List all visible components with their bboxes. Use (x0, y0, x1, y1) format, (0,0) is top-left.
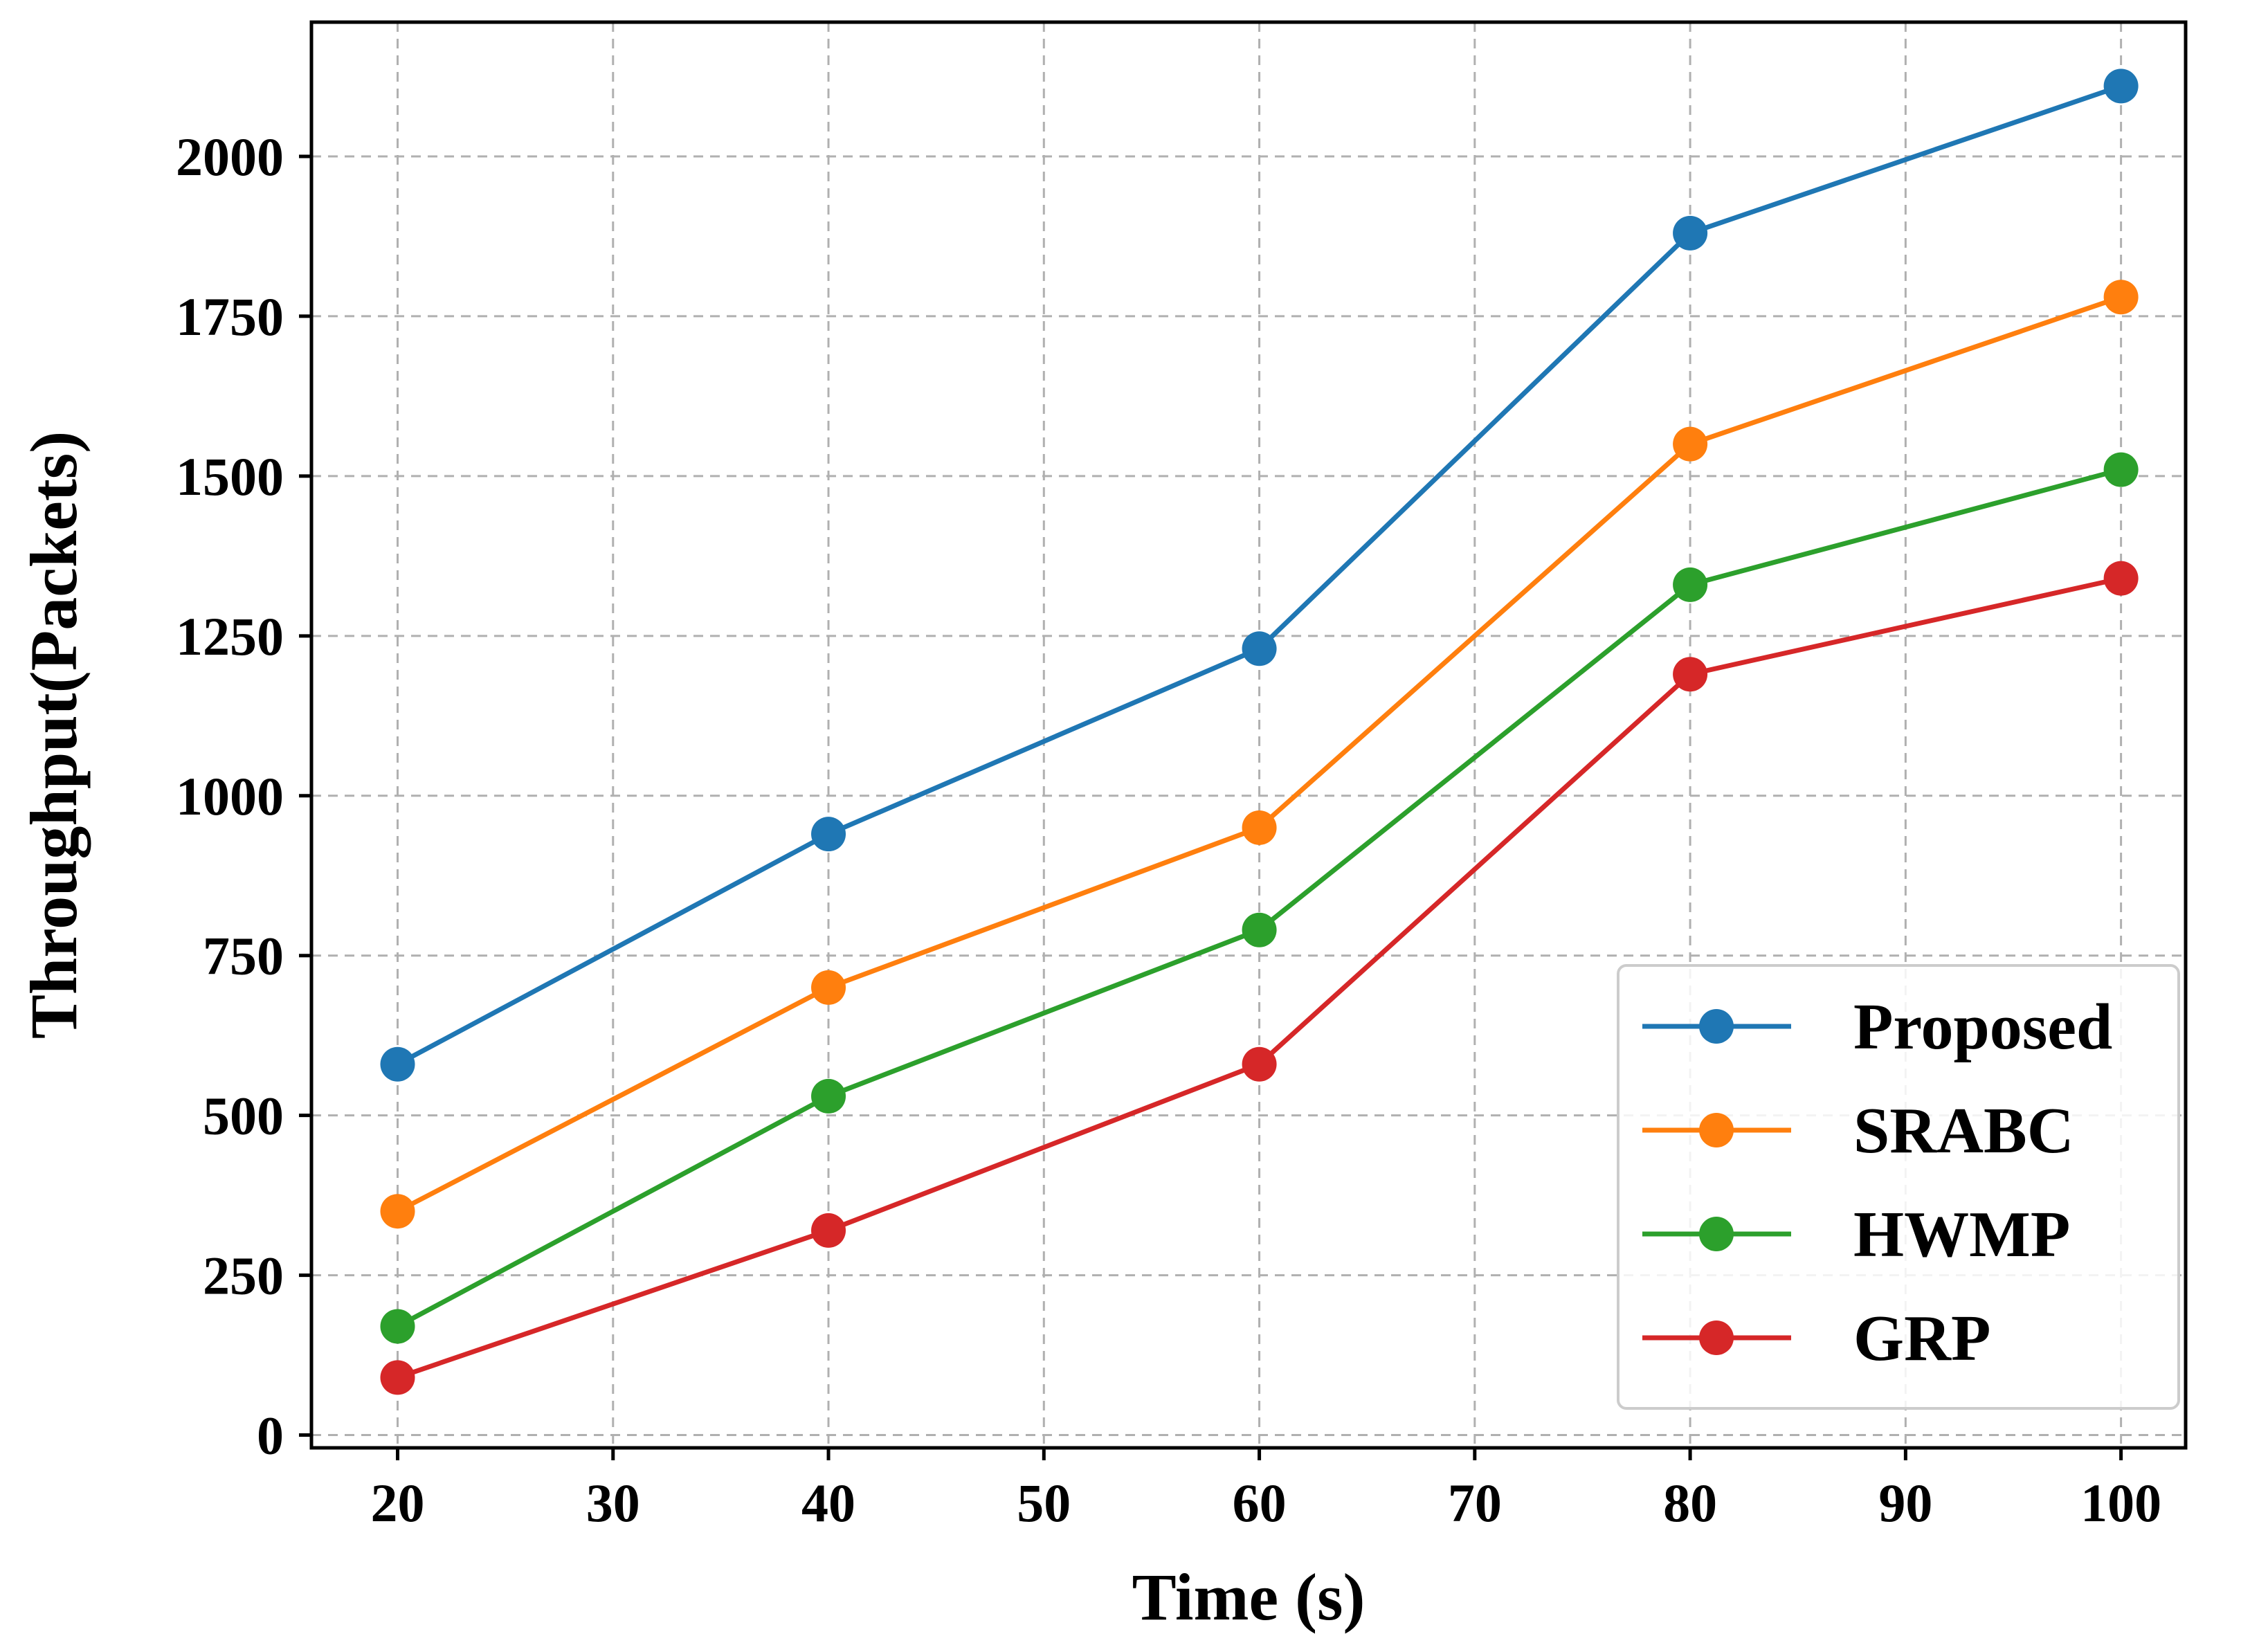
plot-frame (309, 20, 2188, 1450)
y-tick-label: 250 (203, 1246, 284, 1306)
x-tick-label: 100 (2080, 1473, 2161, 1533)
x-axis-label: Time (s) (1132, 1560, 1366, 1634)
y-tick-label: 1250 (176, 606, 284, 666)
legend-swatch-marker (1699, 1217, 1734, 1251)
legend-item-hwmp: HWMP (1642, 1199, 2070, 1271)
data-point (380, 1360, 415, 1395)
y-tick-label: 1500 (176, 446, 284, 507)
x-tick-label: 20 (371, 1473, 425, 1533)
x-tick-label: 30 (586, 1473, 640, 1533)
data-point (811, 1213, 846, 1248)
series-layer (380, 69, 2139, 1395)
axis-ticks: 20 30 40 50 60 70 80 90 100025050075010001250150… (176, 127, 2161, 1533)
legend-item-grp: GRP (1642, 1302, 1990, 1374)
x-tick-label: 40 (801, 1473, 855, 1533)
data-point (380, 1046, 415, 1082)
data-point (2103, 561, 2139, 596)
data-point (1242, 1046, 1277, 1082)
legend-swatch-marker (1699, 1009, 1734, 1044)
x-tick-label: 60 (1233, 1473, 1287, 1533)
x-tick-label: 80 (1663, 1473, 1717, 1533)
legend-label: HWMP (1853, 1199, 2070, 1271)
series-grp (380, 561, 2139, 1395)
data-point (1673, 567, 1708, 602)
y-tick-label: 750 (203, 926, 284, 986)
series-srabc (380, 280, 2139, 1229)
legend-swatch-marker (1699, 1320, 1734, 1355)
data-point (811, 817, 846, 852)
data-point (811, 1078, 846, 1114)
legend-box (1617, 964, 2180, 1410)
legend-label: Proposed (1853, 991, 2112, 1063)
series-hwmp (380, 452, 2139, 1344)
legend-item-proposed: Proposed (1642, 991, 2112, 1063)
data-point (1242, 810, 1277, 845)
y-tick-label: 0 (257, 1406, 284, 1466)
series-proposed (380, 69, 2139, 1082)
data-point (1673, 426, 1708, 462)
x-tick-label: 50 (1017, 1473, 1071, 1533)
data-point (1673, 215, 1708, 251)
legend-label: SRABC (1853, 1095, 2074, 1167)
legend-label: GRP (1853, 1302, 1990, 1374)
legend-swatch-marker (1699, 1113, 1734, 1147)
legend-item-srabc: SRABC (1642, 1095, 2074, 1167)
x-tick-label: 90 (1878, 1473, 1932, 1533)
data-point (380, 1194, 415, 1229)
x-tick-label: 70 (1448, 1473, 1502, 1533)
y-axis-label: Throughput(Packets) (17, 431, 91, 1039)
y-tick-label: 500 (203, 1086, 284, 1146)
data-point (811, 970, 846, 1005)
data-point (1673, 657, 1708, 692)
data-point (380, 1309, 415, 1344)
y-tick-label: 1000 (176, 766, 284, 826)
y-tick-label: 2000 (176, 127, 284, 187)
y-tick-label: 1750 (176, 287, 284, 347)
data-point (1242, 912, 1277, 947)
data-point (2103, 280, 2139, 315)
data-point (2103, 452, 2139, 487)
data-point (1242, 631, 1277, 666)
data-point (2103, 69, 2139, 104)
legend: Proposed SRABC HWMP GRP (1617, 964, 2180, 1410)
